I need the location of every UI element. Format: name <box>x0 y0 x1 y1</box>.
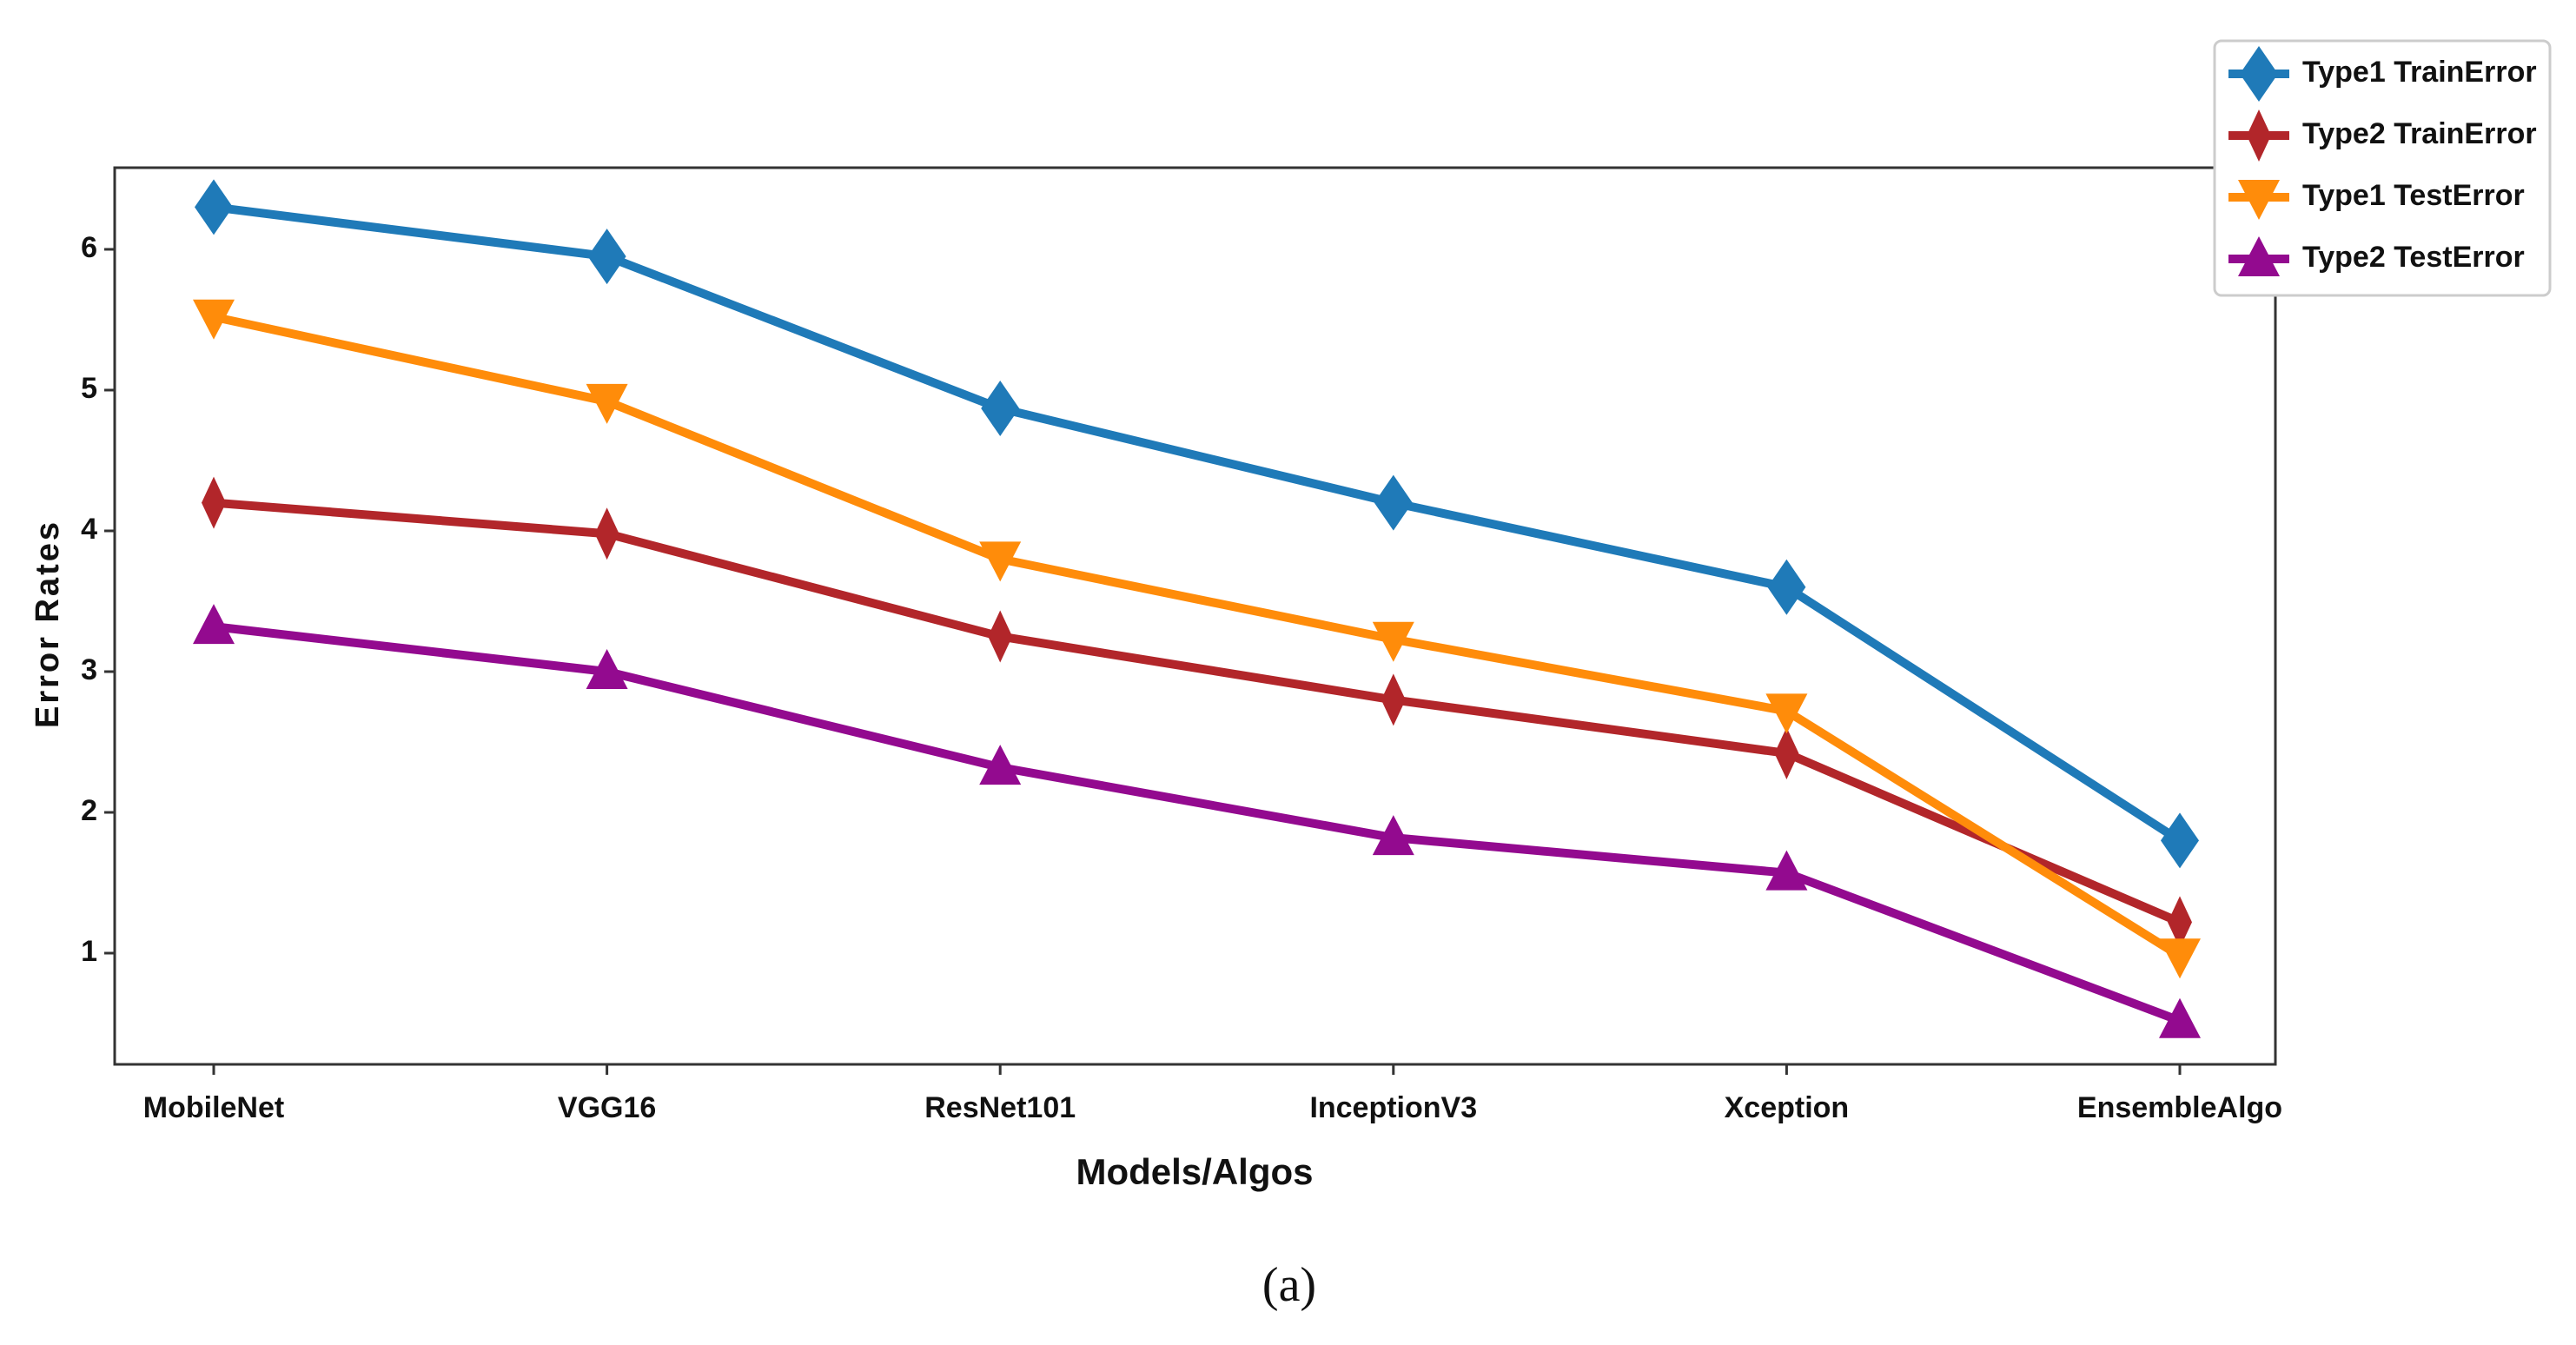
marker <box>2159 997 2201 1038</box>
marker <box>1765 850 1808 891</box>
x-tick-label: InceptionV3 <box>1309 1091 1477 1124</box>
marker <box>1765 693 1808 734</box>
y-tick-label: 2 <box>81 794 97 827</box>
x-axis-label: Models/Algos <box>1076 1151 1313 1192</box>
marker <box>193 604 235 645</box>
marker <box>594 507 619 560</box>
series-line <box>213 202 2182 845</box>
marker <box>195 179 233 235</box>
plot-frame <box>113 166 2277 1066</box>
legend-label: Type2 TrainError <box>2302 117 2537 150</box>
marker <box>1774 726 1799 779</box>
marker <box>1767 559 1806 615</box>
marker <box>587 229 626 285</box>
marker <box>586 383 628 424</box>
legend-marker <box>2238 180 2280 220</box>
marker <box>1372 621 1414 662</box>
x-tick-label: EnsembleAlgo <box>2077 1091 2282 1124</box>
series-line <box>212 312 2182 960</box>
marker <box>193 299 235 340</box>
legend-marker <box>2247 109 2271 162</box>
legend-marker <box>2240 46 2278 102</box>
marker <box>2159 938 2201 979</box>
y-axis-label: Error Rates <box>30 520 66 728</box>
x-tick-label: ResNet101 <box>924 1091 1076 1124</box>
legend-box <box>2213 39 2552 297</box>
y-tick-label: 4 <box>81 513 97 546</box>
legend-label: Type1 TrainError <box>2302 56 2537 89</box>
legend-marker <box>2238 236 2280 276</box>
legend-label: Type2 TestError <box>2302 241 2525 274</box>
y-tick-label: 3 <box>81 653 97 686</box>
x-tick-label: MobileNet <box>143 1091 284 1124</box>
marker <box>1372 815 1414 856</box>
y-tick-label: 1 <box>81 935 97 968</box>
marker <box>1374 474 1413 531</box>
marker <box>979 541 1022 582</box>
x-tick-label: Xception <box>1725 1091 1850 1124</box>
marker <box>586 648 628 689</box>
series-line <box>213 498 2182 926</box>
marker <box>2168 896 2192 949</box>
marker <box>1381 673 1406 726</box>
legend-label: Type1 TestError <box>2302 179 2525 212</box>
marker <box>202 476 226 529</box>
series-line <box>213 622 2182 1025</box>
marker <box>2161 812 2199 869</box>
y-tick-label: 6 <box>81 231 97 264</box>
x-tick-label: VGG16 <box>558 1091 656 1124</box>
marker <box>988 610 1013 663</box>
marker <box>981 381 1020 437</box>
marker <box>979 745 1022 785</box>
caption: (a) <box>1262 1258 1316 1312</box>
y-tick-label: 5 <box>81 372 97 405</box>
